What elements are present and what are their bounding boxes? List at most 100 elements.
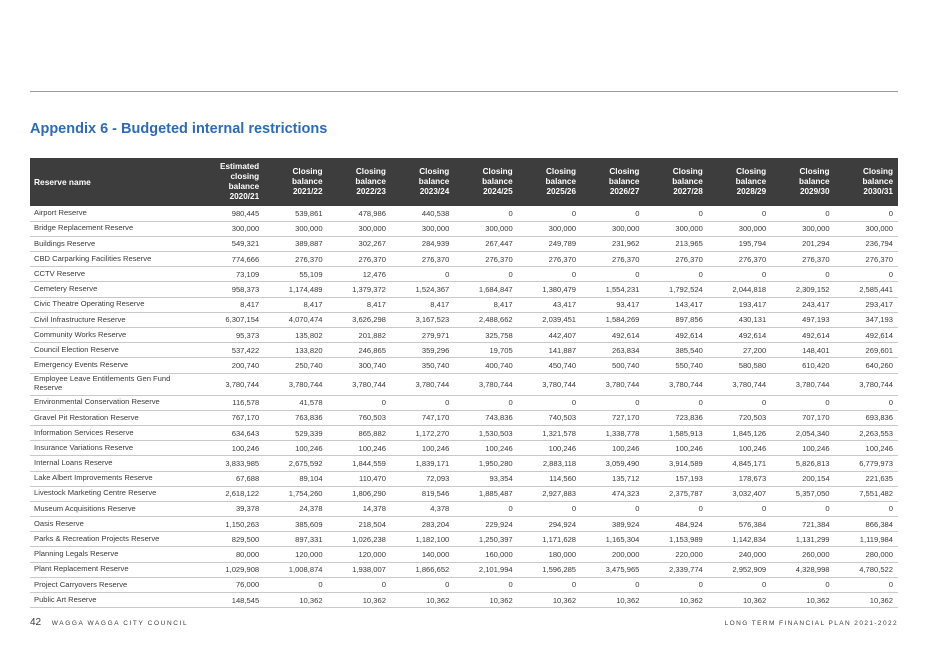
balance-cell: 243,417 xyxy=(771,297,835,313)
balance-cell: 3,780,744 xyxy=(644,373,708,396)
table-row: Community Works Reserve 95,373 135,802 201,… xyxy=(30,327,898,344)
balance-cell: 43,417 xyxy=(517,297,582,313)
reserve-name-cell: Buildings Reserve xyxy=(30,236,202,253)
balance-cell: 0 xyxy=(707,206,772,222)
column-header: Closing balance 2027/28 xyxy=(644,158,708,206)
column-header: Closing balance 2024/25 xyxy=(454,158,518,206)
balance-cell: 2,263,553 xyxy=(834,425,898,442)
balance-cell: 6,307,154 xyxy=(201,312,265,329)
balance-cell: 178,673 xyxy=(707,471,772,487)
balance-cell: 760,503 xyxy=(327,410,391,426)
balance-cell: 1,938,007 xyxy=(327,562,391,578)
reserve-name-cell: Insurance Variations Reserve xyxy=(30,440,202,457)
balance-cell: 55,109 xyxy=(264,266,328,283)
balance-cell: 0 xyxy=(454,501,518,518)
balance-cell: 300,000 xyxy=(834,221,898,237)
balance-cell: 0 xyxy=(644,266,708,283)
balance-cell: 1,142,834 xyxy=(707,531,772,548)
table-row: Livestock Marketing Centre Reserve 2,618,… xyxy=(30,486,898,502)
balance-cell: 492,614 xyxy=(771,327,835,344)
balance-cell: 1,885,487 xyxy=(454,486,518,502)
balance-cell: 8,417 xyxy=(454,297,518,313)
table-header-row: Reserve name Estimated closing balance 20… xyxy=(30,158,898,206)
reserve-name-cell: Museum Acquisitions Reserve xyxy=(30,501,202,518)
table-row: Public Art Reserve 148,545 10,362 10,362 10,… xyxy=(30,592,898,609)
balance-cell: 1,171,628 xyxy=(517,531,582,548)
reserve-name-cell: Livestock Marketing Centre Reserve xyxy=(30,486,202,502)
balance-cell: 2,039,451 xyxy=(517,312,582,329)
balance-cell: 359,296 xyxy=(390,342,455,359)
balance-cell: 576,384 xyxy=(707,516,772,533)
balance-cell: 269,601 xyxy=(834,342,898,359)
balance-cell: 276,370 xyxy=(264,251,328,268)
balance-cell: 1,338,778 xyxy=(581,425,645,442)
balance-cell: 1,182,100 xyxy=(390,531,455,548)
balance-cell: 135,712 xyxy=(581,471,645,487)
reserve-name-cell: Council Election Reserve xyxy=(30,342,202,359)
balance-cell: 89,104 xyxy=(264,471,328,487)
balance-cell: 236,794 xyxy=(834,236,898,253)
balance-cell: 640,260 xyxy=(834,357,898,374)
balance-cell: 474,323 xyxy=(581,486,645,502)
balance-cell: 201,882 xyxy=(327,327,391,344)
balance-cell: 484,924 xyxy=(644,516,708,533)
column-header: Closing balance 2026/27 xyxy=(581,158,645,206)
balance-cell: 1,754,260 xyxy=(264,486,328,502)
table-row: Gravel Pit Restoration Reserve 767,170 763… xyxy=(30,410,898,426)
page-number: 42 xyxy=(30,617,42,628)
balance-cell: 400,740 xyxy=(454,357,518,374)
balance-cell: 100,246 xyxy=(390,440,455,457)
balance-cell: 1,524,367 xyxy=(390,281,455,298)
balance-cell: 267,447 xyxy=(454,236,518,253)
balance-cell: 537,422 xyxy=(201,342,265,359)
balance-cell: 958,373 xyxy=(201,281,265,298)
balance-cell: 3,780,744 xyxy=(834,373,898,396)
balance-cell: 1,844,559 xyxy=(327,455,391,472)
table-row: Council Election Reserve 537,422 133,820 24… xyxy=(30,342,898,359)
balance-cell: 529,339 xyxy=(264,425,328,442)
balance-cell: 276,370 xyxy=(644,251,708,268)
column-header: Closing balance 2028/29 xyxy=(707,158,772,206)
balance-cell: 300,000 xyxy=(201,221,265,237)
balance-cell: 1,119,984 xyxy=(834,531,898,548)
balance-cell: 231,962 xyxy=(581,236,645,253)
balance-cell: 6,779,973 xyxy=(834,455,898,472)
reserve-name-cell: Cemetery Reserve xyxy=(30,281,202,298)
balance-cell: 1,029,908 xyxy=(201,562,265,578)
balance-cell: 240,000 xyxy=(707,546,772,563)
balance-cell: 0 xyxy=(834,501,898,518)
balance-cell: 3,780,744 xyxy=(201,373,265,396)
reserve-name-cell: Gravel Pit Restoration Reserve xyxy=(30,410,202,426)
balance-cell: 12,476 xyxy=(327,266,391,283)
balance-cell: 0 xyxy=(517,501,582,518)
balance-cell: 3,032,407 xyxy=(707,486,772,502)
balance-cell: 276,370 xyxy=(327,251,391,268)
balance-cell: 218,504 xyxy=(327,516,391,533)
table-row: Buildings Reserve 549,321 389,887 302,267 28… xyxy=(30,236,898,253)
balance-cell: 80,000 xyxy=(201,546,265,563)
balance-cell: 148,401 xyxy=(771,342,835,359)
balance-cell: 980,445 xyxy=(201,206,265,222)
balance-cell: 2,044,818 xyxy=(707,281,772,298)
balance-cell: 148,545 xyxy=(201,592,265,609)
balance-cell: 0 xyxy=(327,577,391,594)
balance-cell: 0 xyxy=(771,395,835,411)
balance-cell: 300,000 xyxy=(644,221,708,237)
balance-cell: 114,560 xyxy=(517,471,582,487)
balance-cell: 100,246 xyxy=(707,440,772,457)
balance-cell: 100,246 xyxy=(644,440,708,457)
balance-cell: 727,170 xyxy=(581,410,645,426)
balance-cell: 220,000 xyxy=(644,546,708,563)
balance-cell: 276,370 xyxy=(834,251,898,268)
balance-cell: 10,362 xyxy=(327,592,391,609)
balance-cell: 10,362 xyxy=(707,592,772,609)
balance-cell: 1,165,304 xyxy=(581,531,645,548)
balance-cell: 3,780,744 xyxy=(390,373,455,396)
balance-cell: 135,802 xyxy=(264,327,328,344)
balance-cell: 763,836 xyxy=(264,410,328,426)
balance-cell: 550,740 xyxy=(644,357,708,374)
balance-cell: 110,470 xyxy=(327,471,391,487)
balance-cell: 67,688 xyxy=(201,471,265,487)
table-row: Information Services Reserve 634,643 529,3… xyxy=(30,425,898,442)
balance-cell: 492,614 xyxy=(707,327,772,344)
